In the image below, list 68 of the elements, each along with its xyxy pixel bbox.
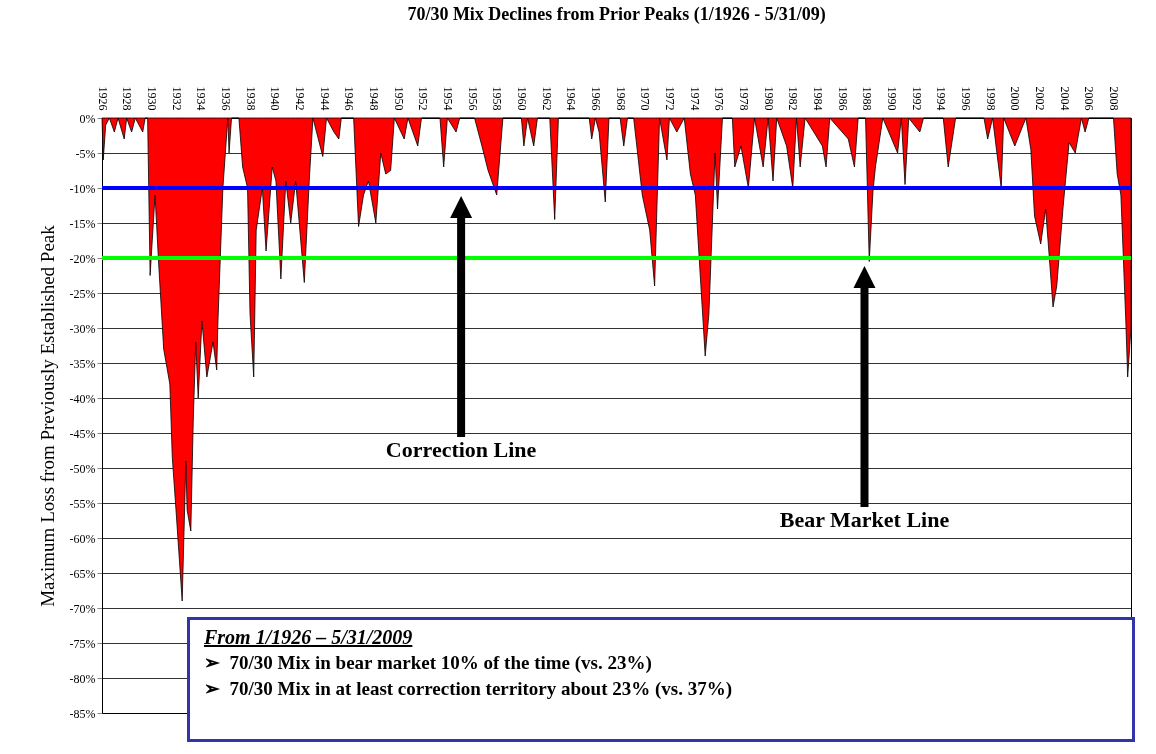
x-tick-label: 1946 <box>342 86 357 111</box>
x-tick-label: 1962 <box>539 86 554 111</box>
x-tick-label: 1956 <box>465 86 480 111</box>
x-tick-label: 1970 <box>638 86 653 111</box>
x-tick-label: 1928 <box>120 86 135 111</box>
annotation: From 1/1926 – 5/31/2009 <box>204 625 414 650</box>
x-tick-label: 1932 <box>169 86 184 111</box>
y-tick-label: -80% <box>69 671 96 686</box>
x-tick-label: 1942 <box>292 86 307 111</box>
x-tick-label: 2000 <box>1008 86 1023 111</box>
x-tick-label: 1938 <box>243 86 258 111</box>
text-box: From 1/1926 – 5/31/2009 ➢ 70/30 Mix in bear market 10% of the time (vs. 23%) ➢ 70/30 Mix in at least correction territory about 23% (vs. 37%) <box>187 617 1135 742</box>
annotation: ➢ 70/30 Mix in at least correction territory about 23% (vs. 37%) <box>204 677 734 701</box>
x-tick-label: 1964 <box>564 86 579 111</box>
x-tick-label: 1982 <box>786 86 801 111</box>
y-tick-label: -10% <box>69 181 96 196</box>
x-tick-label: 1992 <box>909 86 924 111</box>
x-tick-label: 1998 <box>983 86 998 111</box>
y-tick-label: -50% <box>69 461 96 476</box>
y-tick-label: -60% <box>69 531 96 546</box>
x-tick-label: 1954 <box>440 86 455 111</box>
annotation: ➢ 70/30 Mix in bear market 10% of the time (vs. 23%) <box>204 651 653 675</box>
x-tick-label: 1944 <box>317 86 332 111</box>
x-tick-label: 1978 <box>736 86 751 111</box>
x-tick-label: 1958 <box>490 86 505 111</box>
y-tick-label: -20% <box>69 251 96 266</box>
x-tick-label: 2004 <box>1057 86 1072 111</box>
x-tick-label: 1960 <box>514 86 529 111</box>
x-tick-label: 1940 <box>268 86 283 111</box>
x-tick-label: 1966 <box>588 86 603 111</box>
x-tick-label: 1930 <box>144 86 159 111</box>
x-tick-label: 1968 <box>613 86 628 111</box>
y-tick-label: -45% <box>69 426 96 441</box>
x-tick-label: 1988 <box>860 86 875 111</box>
x-tick-label: 1952 <box>416 86 431 111</box>
y-tick-label: -65% <box>69 566 96 581</box>
annotation: Bear Market Line <box>779 507 950 533</box>
x-tick-label: 1980 <box>761 86 776 111</box>
y-tick-label: -5% <box>75 146 96 161</box>
x-tick-label: 1926 <box>95 86 110 111</box>
x-tick-label: 1948 <box>366 86 381 111</box>
x-tick-label: 1984 <box>810 86 825 111</box>
y-tick-label: -40% <box>69 391 96 406</box>
y-tick-label: -25% <box>69 286 96 301</box>
y-tick-label: -85% <box>69 706 96 721</box>
x-tick-label: 1986 <box>835 86 850 111</box>
y-tick-label: -15% <box>69 216 96 231</box>
annotation: Correction Line <box>385 437 537 463</box>
x-tick-label: 1972 <box>662 86 677 111</box>
x-tick-label: 2008 <box>1106 86 1121 111</box>
x-tick-label: 1994 <box>934 86 949 111</box>
y-tick-label: -30% <box>69 321 96 336</box>
x-tick-label: 1934 <box>194 86 209 111</box>
x-tick-label: 2006 <box>1082 86 1097 111</box>
y-axis-title: Maximum Loss from Previously Established Peak <box>36 224 58 607</box>
x-tick-label: 2002 <box>1032 86 1047 111</box>
y-tick-label: -35% <box>69 356 96 371</box>
x-tick-label: 1996 <box>958 86 973 111</box>
x-tick-label: 1990 <box>884 86 899 111</box>
chart-title: 70/30 Mix Declines from Prior Peaks (1/1926 - 5/31/09) <box>407 4 826 25</box>
y-tick-label: -75% <box>69 636 96 651</box>
x-tick-label: 1974 <box>687 86 702 111</box>
y-tick-label: 0% <box>79 111 96 126</box>
x-tick-label: 1950 <box>391 86 406 111</box>
y-tick-label: -55% <box>69 496 96 511</box>
y-tick-label: -70% <box>69 601 96 616</box>
x-tick-label: 1936 <box>218 86 233 111</box>
x-tick-label: 1976 <box>712 86 727 111</box>
